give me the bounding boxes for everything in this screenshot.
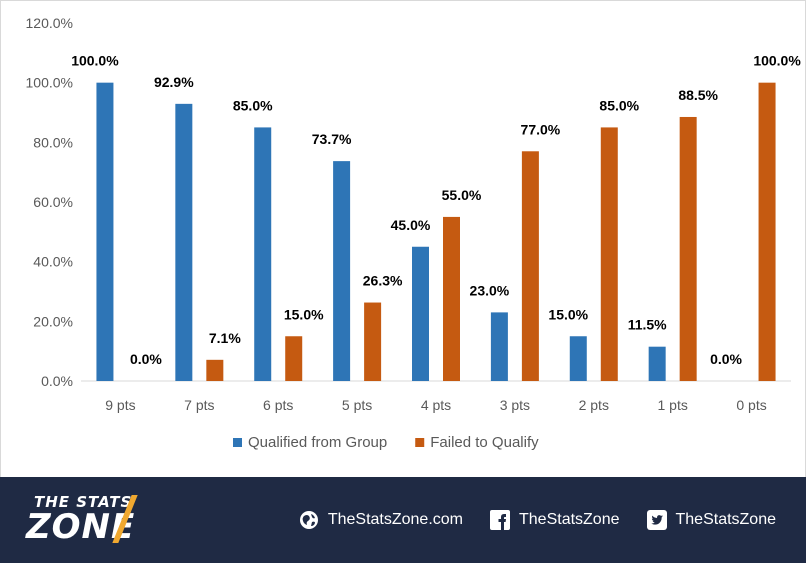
bar-qualified — [569, 336, 587, 381]
data-label: 26.3% — [363, 273, 403, 289]
footer-banner: THE STATS ZONE TheStatsZone.com — [0, 477, 806, 563]
legend-swatch — [233, 438, 242, 447]
bar-failed — [364, 302, 382, 381]
data-label: 85.0% — [233, 97, 273, 113]
bar-qualified — [333, 161, 351, 381]
facebook-link-text: TheStatsZone — [519, 511, 620, 528]
y-tick-label: 0.0% — [41, 373, 73, 389]
legend-label: Qualified from Group — [248, 434, 387, 451]
data-label: 7.1% — [209, 330, 241, 346]
website-link[interactable]: TheStatsZone.com — [298, 509, 463, 531]
website-link-text: TheStatsZone.com — [327, 511, 463, 528]
y-tick-label: 100.0% — [26, 75, 73, 91]
legend-swatch — [415, 438, 425, 447]
chart-area: 0.0% 20.0% 40.0% 60.0% 80.0% 100.0% 120.0% 100.… — [0, 0, 806, 477]
data-label: 0.0% — [710, 351, 742, 367]
twitter-link[interactable]: TheStatsZone — [646, 509, 777, 531]
y-tick-label: 80.0% — [33, 134, 73, 150]
legend-label: Failed to Qualify — [430, 434, 539, 451]
x-tick-label: 9 pts — [105, 397, 135, 413]
bar-chart: 0.0% 20.0% 40.0% 60.0% 80.0% 100.0% 120.0% 100.… — [26, 15, 802, 451]
data-label: 45.0% — [391, 217, 431, 233]
x-tick-label: 0 pts — [736, 397, 766, 413]
bar-qualified — [96, 82, 114, 382]
data-label: 55.0% — [442, 187, 482, 203]
data-label: 23.0% — [470, 282, 510, 298]
bar-qualified — [175, 103, 193, 382]
data-label: 0.0% — [130, 351, 162, 367]
x-tick-label: 4 pts — [421, 397, 451, 413]
logo-top-text: THE STATS — [34, 493, 133, 511]
x-tick-label: 3 pts — [500, 397, 530, 413]
data-label: 11.5% — [628, 317, 667, 333]
facebook-link[interactable]: TheStatsZone — [489, 509, 620, 531]
data-label: 92.9% — [154, 74, 194, 90]
bar-failed — [206, 359, 224, 381]
data-label: 88.5% — [678, 87, 718, 103]
bar-failed — [521, 151, 539, 381]
bar-qualified — [412, 246, 429, 381]
y-tick-label: 40.0% — [33, 254, 73, 270]
x-tick-label: 7 pts — [184, 397, 214, 413]
twitter-link-text: TheStatsZone — [675, 511, 777, 528]
facebook-icon — [489, 509, 511, 531]
x-tick-label: 5 pts — [342, 397, 372, 413]
bar-failed — [758, 82, 776, 382]
globe-icon — [298, 509, 320, 531]
y-tick-label: 20.0% — [33, 313, 73, 329]
bar-qualified — [490, 312, 508, 381]
footer-links: TheStatsZone.com TheStatsZone — [298, 507, 776, 533]
data-label: 100.0% — [753, 53, 801, 69]
x-tick-label: 6 pts — [263, 397, 293, 413]
x-tick-label: 2 pts — [579, 397, 609, 413]
data-label: 100.0% — [71, 53, 119, 69]
data-label: 15.0% — [548, 306, 588, 322]
bar-failed — [600, 127, 618, 382]
x-tick-label: 1 pts — [657, 397, 687, 413]
bar-qualified — [254, 127, 272, 382]
twitter-icon — [646, 509, 668, 531]
data-label: 77.0% — [521, 121, 561, 137]
bar-failed — [679, 116, 697, 381]
bar-failed — [443, 216, 460, 381]
the-stats-zone-logo: THE STATS ZONE — [26, 491, 176, 551]
y-tick-label: 60.0% — [33, 194, 73, 210]
data-label: 15.0% — [284, 306, 324, 322]
data-label: 73.7% — [312, 131, 352, 147]
bar-failed — [285, 336, 303, 381]
data-label: 85.0% — [599, 97, 639, 113]
y-tick-label: 120.0% — [26, 15, 73, 31]
bar-qualified — [648, 346, 666, 381]
